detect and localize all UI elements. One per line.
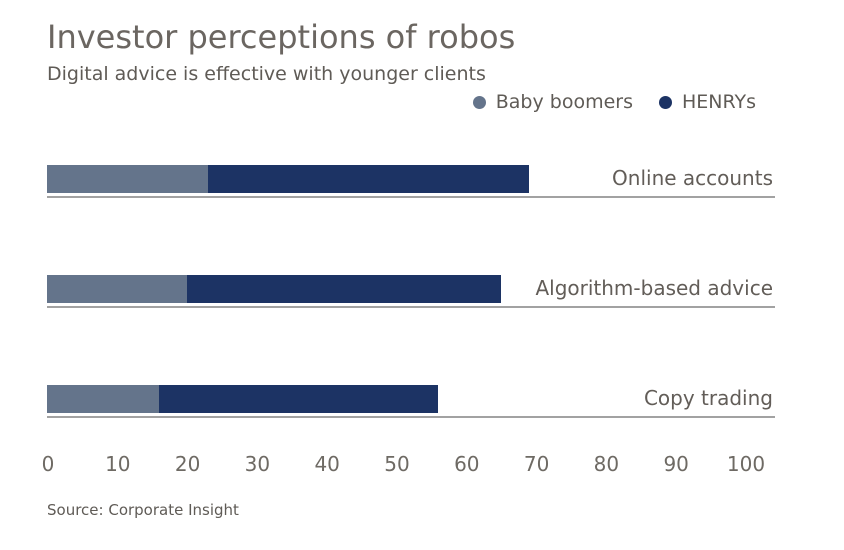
chart-title: Investor perceptions of robos (47, 18, 516, 56)
bar-row: Algorithm-based advice (0, 275, 844, 385)
category-underline (47, 416, 775, 418)
x-tick-label: 60 (454, 452, 480, 476)
x-tick-label: 50 (384, 452, 410, 476)
x-tick-label: 20 (174, 452, 201, 476)
x-tick-label: 10 (105, 452, 131, 476)
bar-row: Online accounts (0, 165, 844, 275)
x-tick-label: 70 (523, 452, 550, 476)
category-label: Algorithm-based advice (535, 276, 773, 300)
x-tick-label: 100 (726, 452, 766, 476)
category-underline (47, 196, 775, 198)
x-tick-label: 80 (593, 452, 620, 476)
legend: Baby boomers HENRYs (472, 91, 756, 113)
legend-item-henrys: HENRYs (659, 91, 756, 113)
bar-row: Copy trading (0, 385, 844, 495)
chart-subtitle: Digital advice is effective with younger… (47, 63, 486, 85)
category-label: Copy trading (643, 386, 773, 410)
x-tick-label: 40 (314, 452, 340, 476)
bar-segment-baby-boomers (47, 165, 208, 193)
legend-item-baby-boomers: Baby boomers (472, 91, 633, 113)
x-tick-label: 0 (41, 452, 55, 476)
bar-segment-baby-boomers (47, 385, 159, 413)
henrys-dot-icon (659, 95, 672, 109)
baby-boomers-dot-icon (472, 95, 486, 109)
x-tick-label: 90 (663, 452, 689, 476)
x-tick-label: 30 (244, 452, 271, 476)
category-underline (47, 306, 775, 308)
source-note: Source: Corporate Insight (47, 501, 239, 519)
bar-segment-baby-boomers (47, 275, 187, 303)
legend-label: Baby boomers (495, 91, 633, 113)
x-axis: 0 10 20 30 40 50 60 70 80 90 100 (0, 452, 844, 478)
category-label: Online accounts (612, 166, 773, 190)
legend-label: HENRYs (682, 91, 756, 113)
